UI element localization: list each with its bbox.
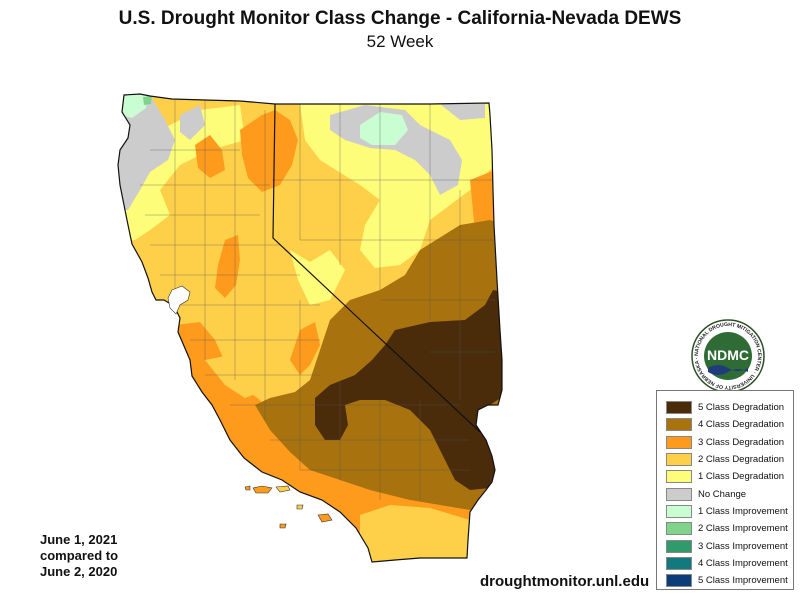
legend-label: 5 Class Degradation [698,402,785,414]
legend-label: No Change [698,488,747,500]
legend-swatch [666,487,692,501]
legend-item: 5 Class Degradation [666,399,793,416]
county-boundaries [140,100,495,500]
legend-swatch [666,539,692,553]
legend-label: 2 Class Degradation [698,454,785,466]
legend-item: 1 Class Degradation [666,468,793,485]
region-2-class-degradation-south [360,505,470,560]
date-previous: June 2, 2020 [40,564,118,579]
map-subtitle: 52 Week [366,32,434,51]
legend-item: 3 Class Degradation [666,434,793,451]
channel-islands [244,485,333,529]
legend-item: 3 Class Improvement [666,537,793,554]
region-1-class-degradation-center [290,250,345,305]
date-compared-to: compared to [40,548,119,563]
legend-items: 5 Class Degradation 4 Class Degradation 3 … [666,399,793,589]
date-current: June 1, 2021 [40,532,118,547]
legend-swatch [666,574,692,588]
map-title: U.S. Drought Monitor Class Change - Cali… [118,8,682,29]
region-2-class-improvement-nw [143,96,152,105]
legend-label: 1 Class Degradation [698,471,785,483]
legend-label: 4 Class Improvement [698,557,788,569]
legend-swatch [666,418,692,432]
date-comparison-note: June 1, 2021 compared to June 2, 2020 [40,532,150,580]
legend-swatch [666,470,692,484]
legend-swatch [666,453,692,467]
ndmc-logo: NATIONAL DROUGHT MITIGATION CENTER · UNI… [690,318,766,394]
region-3-class-degradation-center [215,235,240,298]
legend-item: No Change [666,485,793,502]
legend-swatch [666,522,692,536]
legend-label: 3 Class Degradation [698,436,785,448]
legend-item: 4 Class Improvement [666,555,793,572]
legend-label: 5 Class Improvement [698,575,788,587]
map-legend: 5 Class Degradation 4 Class Degradation 3 … [656,390,794,590]
ndmc-logo-text: NDMC [707,347,749,363]
region-no-change-nw-2 [180,105,205,140]
region-3-class-degradation-north-2 [240,110,298,192]
legend-label: 3 Class Improvement [698,540,788,552]
legend-swatch [666,556,692,570]
legend-item: 5 Class Improvement [666,572,793,589]
legend-item: 2 Class Degradation [666,451,793,468]
bay-area-water [167,285,191,315]
legend-label: 2 Class Improvement [698,523,788,535]
drought-categories [118,94,502,562]
legend-label: 4 Class Degradation [698,419,785,431]
region-3-class-degradation-north [195,135,225,178]
state-outline [117,93,503,563]
region-3-class-degradation-sierra [290,322,320,375]
region-1-class-improvement-nw [118,94,148,118]
region-1-class-improvement-ne [360,112,408,145]
legend-item: 2 Class Improvement [666,520,793,537]
legend-item: 1 Class Improvement [666,503,793,520]
legend-swatch [666,504,692,518]
website-link[interactable]: droughtmonitor.unl.edu [480,573,650,590]
legend-item: 4 Class Degradation [666,416,793,433]
legend-swatch [666,401,692,415]
legend-swatch [666,435,692,449]
legend-label: 1 Class Improvement [698,505,788,517]
ca-nv-border [272,103,481,433]
region-no-change-ne-2 [440,104,485,120]
ndmc-logo-icon: NATIONAL DROUGHT MITIGATION CENTER · UNI… [691,319,765,393]
